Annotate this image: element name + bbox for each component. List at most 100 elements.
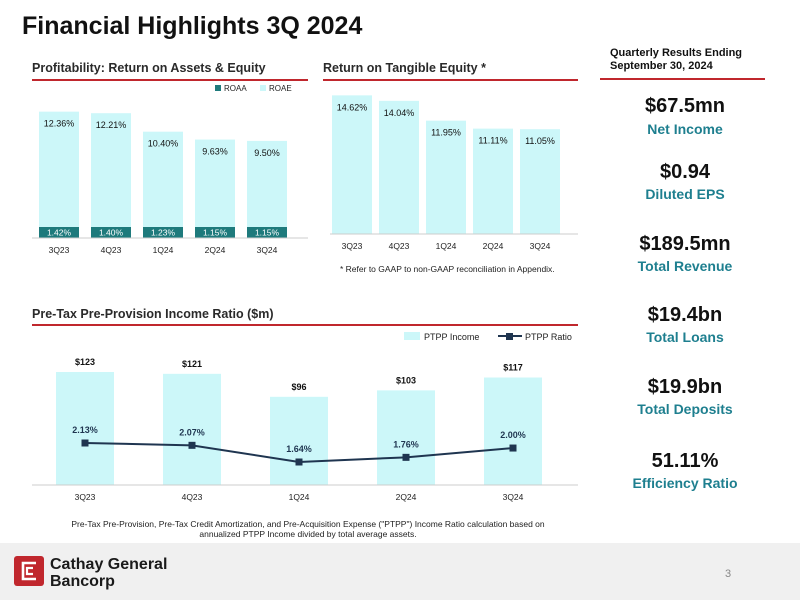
ptpp-income-bar [484,377,542,485]
rote-section-title: Return on Tangible Equity * [323,61,486,75]
x-tick-label: 1Q24 [153,245,174,255]
company-logo-text: Cathay General Bancorp [50,556,167,590]
roaa-value-label: 1.15% [255,228,280,238]
ptpp-section-divider [32,324,578,326]
ptpp-ratio-marker [509,444,517,452]
roae-bar [91,113,131,238]
rote-value-label: 14.62% [337,102,368,112]
ptpp-ratio-label: 1.64% [286,444,312,454]
rote-bar [426,120,466,234]
ptpp-income-bar [56,372,114,485]
ptpp-income-label: $117 [503,363,523,373]
rote-chart: 14.62% 14.04% 11.95% 11.11% 11.05% 3Q23 4Q23 1… [330,95,578,251]
ptpp-income-bar [163,373,221,485]
cathay-logo-icon [14,556,44,586]
kpi-total-revenue-value: $189.5mn [639,233,731,255]
ptpp-ratio-label: 2.07% [179,427,205,437]
x-tick-label: 1Q24 [436,241,457,251]
ptpp-footnote-line2: annualized PTPP Income divided by total … [199,529,417,539]
ptpp-section-title: Pre-Tax Pre-Provision Income Ratio ($m) [32,307,274,321]
roaa-bar [247,227,287,238]
roaa-bar [195,227,235,238]
roae-value-label: 9.63% [202,147,228,157]
x-tick-label: 3Q24 [530,241,551,251]
x-tick-label: 2Q24 [483,241,504,251]
ptpp-ratio-label: 2.13% [72,425,98,435]
page-number: 3 [725,568,732,580]
roaa-value-label: 1.42% [47,228,72,238]
kpi-total-loans-label: Total Loans [646,329,724,345]
kpi-total-deposits-value: $19.9bn [647,376,723,398]
kpi-diluted-eps-label: Diluted EPS [645,186,725,202]
roa-section-divider [32,79,308,81]
legend-ptpp-income-label: PTPP Income [424,332,479,342]
ptpp-ratio-marker [402,453,410,461]
ptpp-ratio-marker [295,458,303,466]
x-tick-label: 1Q24 [289,492,310,502]
rote-footnote: * Refer to GAAP to non-GAAP reconciliati… [340,264,555,274]
footer-bar [0,543,800,600]
x-tick-label: 4Q23 [389,241,410,251]
kpi-header: Quarterly Results Ending September 30, 2… [610,47,742,73]
ptpp-chart: PTPP Income PTPP Ratio $123 $121 $96 $103 $1… [32,332,578,502]
rote-bar [332,95,372,234]
roaa-value-label: 1.23% [151,228,176,238]
rote-value-label: 11.05% [525,136,555,146]
kpi-total-deposits-label: Total Deposits [637,401,733,417]
kpi-divider [600,78,765,80]
legend-roaa-swatch [215,85,221,91]
roaa-value-label: 1.15% [203,228,228,238]
rote-value-label: 14.04% [384,108,415,118]
x-tick-label: 3Q24 [503,492,524,502]
legend-roaa-label: ROAA [224,84,247,93]
logo-line2: Bancorp [50,573,115,590]
roa-section-title: Profitability: Return on Assets & Equity [32,61,266,75]
rote-section-divider [323,79,578,81]
rote-bar [520,129,560,234]
kpi-header-line2: September 30, 2024 [610,60,713,72]
roaa-bar [39,227,79,238]
roae-bar [247,140,287,238]
rote-value-label: 11.11% [478,136,507,146]
legend-ptpp-ratio-marker [506,333,513,340]
page-title: Financial Highlights 3Q 2024 [22,12,363,40]
ptpp-footnote: Pre-Tax Pre-Provision, Pre-Tax Credit Am… [38,519,578,539]
ptpp-ratio-marker [188,441,196,449]
legend-ptpp-income-swatch [404,332,420,340]
roaa-bar [143,227,183,238]
ptpp-income-bar [377,390,435,485]
kpi-net-income-label: Net Income [647,121,723,137]
roaa-value-label: 1.40% [99,228,124,238]
rote-value-label: 11.95% [431,128,461,138]
ptpp-ratio-label: 2.00% [500,430,526,440]
roae-bar [143,131,183,238]
x-tick-label: 4Q23 [182,492,203,502]
legend-roae-swatch [260,85,266,91]
rote-bar [473,128,513,234]
roaa-bar [91,227,131,238]
roae-bar [39,111,79,238]
x-tick-label: 4Q23 [101,245,122,255]
roae-value-label: 12.36% [44,119,75,129]
ptpp-income-label: $103 [396,375,416,385]
ptpp-income-label: $123 [75,357,95,367]
ptpp-income-bar [270,396,328,485]
ptpp-footnote-line1: Pre-Tax Pre-Provision, Pre-Tax Credit Am… [71,519,545,529]
kpi-header-line1: Quarterly Results Ending [610,47,743,59]
rote-bar [379,100,419,234]
ptpp-income-label: $96 [291,382,306,392]
x-tick-label: 3Q23 [75,492,96,502]
roae-bar [195,139,235,238]
roa-roe-chart: ROAA ROAE 12.36% 1.42% 12.21% 1.40% 10.40% 1.… [32,84,308,255]
x-tick-label: 2Q24 [396,492,417,502]
kpi-efficiency-ratio-value: 51.11% [651,450,719,472]
ptpp-income-label: $121 [182,359,202,369]
roae-value-label: 10.40% [148,139,179,149]
x-tick-label: 2Q24 [205,245,226,255]
kpi-diluted-eps-value: $0.94 [659,161,711,183]
kpi-total-loans-value: $19.4bn [647,304,723,326]
legend-roae-label: ROAE [269,84,292,93]
x-tick-label: 3Q23 [49,245,70,255]
ptpp-ratio-marker [81,439,89,447]
kpi-total-revenue-label: Total Revenue [637,258,733,274]
